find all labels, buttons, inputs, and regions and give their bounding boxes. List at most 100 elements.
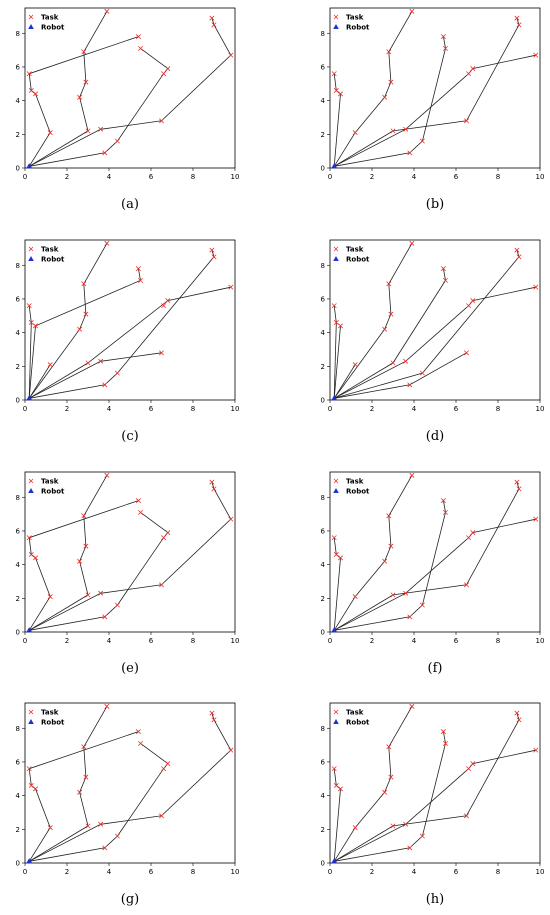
x-tick-label: 8 xyxy=(496,173,500,181)
route-line xyxy=(334,731,446,862)
x-tick-label: 2 xyxy=(65,637,69,645)
task-marker xyxy=(331,766,337,772)
x-tick-label: 8 xyxy=(191,637,195,645)
panel-caption: (e) xyxy=(121,661,139,676)
task-marker xyxy=(33,323,38,329)
legend-robot-icon xyxy=(28,719,34,724)
y-tick-label: 8 xyxy=(321,725,325,733)
task-marker xyxy=(165,66,171,72)
task-marker xyxy=(331,71,337,77)
panel-c: 0 2 4 6 8 10 0 2 4 6 8 Task Robot (c) xyxy=(16,239,239,444)
robot-marker xyxy=(26,163,33,169)
x-tick-label: 4 xyxy=(107,637,112,645)
task-marker xyxy=(466,303,472,309)
y-tick-label: 4 xyxy=(321,561,326,569)
x-tick-label: 8 xyxy=(191,405,195,413)
y-tick-label: 4 xyxy=(16,792,21,800)
task-marker xyxy=(228,52,234,58)
y-tick-label: 4 xyxy=(321,792,326,800)
route-line xyxy=(29,352,162,399)
robot-marker xyxy=(26,395,33,401)
panel-caption: (d) xyxy=(426,429,444,444)
panel-b: 0 2 4 6 8 10 0 2 4 6 8 Task Robot (b) xyxy=(321,7,545,212)
x-tick-label: 10 xyxy=(231,868,240,876)
route-line xyxy=(28,706,108,862)
task-marker xyxy=(135,729,141,735)
task-marker xyxy=(209,479,215,485)
task-marker xyxy=(209,710,215,716)
task-marker xyxy=(464,350,469,356)
legend-robot-label: Robot xyxy=(41,24,65,32)
x-tick-label: 0 xyxy=(23,868,27,876)
y-tick-label: 2 xyxy=(321,595,325,603)
panel-e: 0 2 4 6 8 10 0 2 4 6 8 Task Robot (e) xyxy=(16,471,239,676)
task-marker xyxy=(419,138,425,144)
task-marker xyxy=(98,821,104,827)
task-marker xyxy=(409,703,415,709)
x-tick-label: 6 xyxy=(149,173,154,181)
task-marker xyxy=(81,513,87,519)
y-tick-label: 6 xyxy=(321,295,326,303)
y-tick-label: 8 xyxy=(321,262,325,270)
task-marker xyxy=(388,774,394,780)
panel-caption: (c) xyxy=(121,429,138,444)
task-marker xyxy=(102,845,108,851)
y-tick-label: 6 xyxy=(321,758,326,766)
panel-caption: (g) xyxy=(121,892,139,907)
task-marker xyxy=(514,15,520,21)
task-marker xyxy=(390,823,396,829)
task-marker xyxy=(33,555,38,561)
task-marker xyxy=(98,358,104,364)
task-marker xyxy=(407,614,413,620)
legend-task-label: Task xyxy=(41,246,59,254)
task-marker xyxy=(440,729,446,735)
x-tick-label: 6 xyxy=(454,868,459,876)
x-tick-label: 10 xyxy=(536,173,545,181)
route-line xyxy=(29,249,215,399)
task-marker xyxy=(331,303,337,309)
task-marker xyxy=(470,298,476,304)
x-tick-label: 0 xyxy=(23,637,27,645)
route-line xyxy=(333,768,341,862)
x-tick-label: 4 xyxy=(412,868,417,876)
y-tick-label: 2 xyxy=(16,363,20,371)
task-marker xyxy=(470,66,476,72)
task-marker xyxy=(516,254,522,260)
legend: Task Robot xyxy=(333,709,370,727)
legend-robot-label: Robot xyxy=(41,256,65,264)
x-tick-label: 4 xyxy=(107,405,112,413)
task-marker xyxy=(514,710,520,716)
route-line xyxy=(29,712,232,862)
x-tick-label: 2 xyxy=(370,405,374,413)
task-marker xyxy=(533,52,539,58)
task-marker xyxy=(338,555,343,561)
x-tick-label: 0 xyxy=(328,405,332,413)
y-tick-label: 4 xyxy=(16,561,21,569)
y-tick-label: 8 xyxy=(16,725,20,733)
x-tick-label: 0 xyxy=(328,173,332,181)
task-marker xyxy=(211,486,217,492)
task-marker xyxy=(386,744,392,750)
task-marker xyxy=(159,350,164,356)
y-tick-label: 2 xyxy=(321,363,325,371)
task-marker xyxy=(382,558,388,564)
task-marker xyxy=(390,592,396,598)
task-marker xyxy=(382,789,388,795)
x-tick-label: 10 xyxy=(536,405,545,413)
plot-frame xyxy=(24,239,236,401)
task-marker xyxy=(211,22,217,28)
task-marker xyxy=(104,240,110,246)
task-marker xyxy=(85,128,91,134)
route-line xyxy=(333,481,520,631)
task-marker xyxy=(419,370,425,376)
task-marker xyxy=(403,126,409,132)
task-marker xyxy=(388,311,394,317)
task-marker xyxy=(102,614,108,620)
legend-robot-icon xyxy=(28,488,34,493)
x-tick-label: 8 xyxy=(496,405,500,413)
route-line xyxy=(333,706,413,862)
task-marker xyxy=(209,247,215,253)
route-line xyxy=(334,749,536,862)
task-marker xyxy=(464,118,469,124)
